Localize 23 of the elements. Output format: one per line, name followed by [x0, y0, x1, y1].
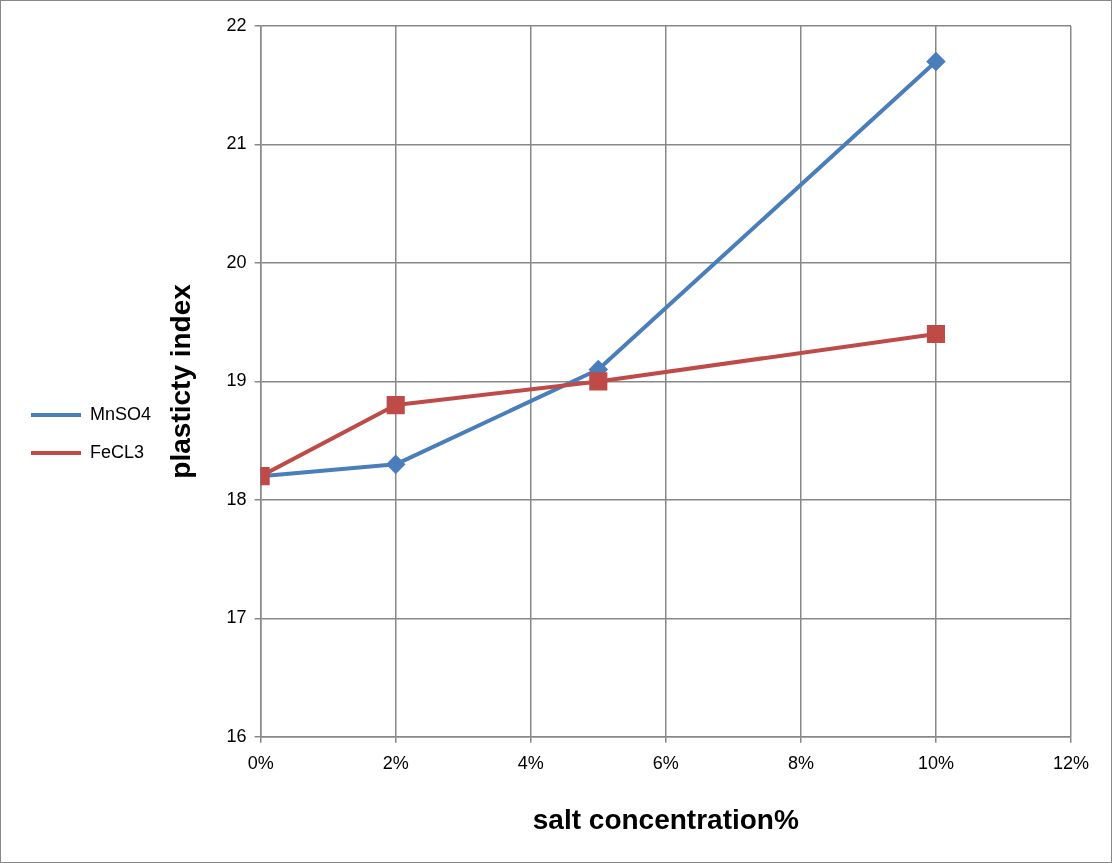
- y-axis-title: plasticty index: [164, 283, 196, 479]
- point: [589, 372, 608, 391]
- point: [386, 396, 405, 415]
- x-tick-label: 2%: [382, 752, 409, 773]
- x-axis-title: salt concentration%: [532, 803, 799, 835]
- x-tick-label: 8%: [787, 752, 814, 773]
- legend-label: MnSO4: [90, 403, 152, 424]
- point: [926, 52, 945, 71]
- y-tick-label: 19: [226, 370, 247, 391]
- point: [926, 324, 946, 344]
- y-tick-label: 22: [226, 14, 247, 35]
- y-tick-label: 20: [226, 251, 247, 272]
- y-tick-label: 21: [226, 133, 247, 154]
- y-tick-label: 17: [226, 607, 247, 628]
- x-tick-label: 10%: [917, 752, 954, 773]
- y-tick-label: 16: [226, 725, 247, 746]
- y-tick-label: 18: [226, 488, 247, 509]
- x-tick-label: 4%: [517, 752, 544, 773]
- x-tick-label: 12%: [1052, 752, 1090, 773]
- x-tick-label: 0%: [247, 752, 274, 773]
- x-tick-label: 6%: [652, 752, 679, 773]
- legend-label: FeCL3: [90, 441, 145, 462]
- point: [386, 455, 405, 474]
